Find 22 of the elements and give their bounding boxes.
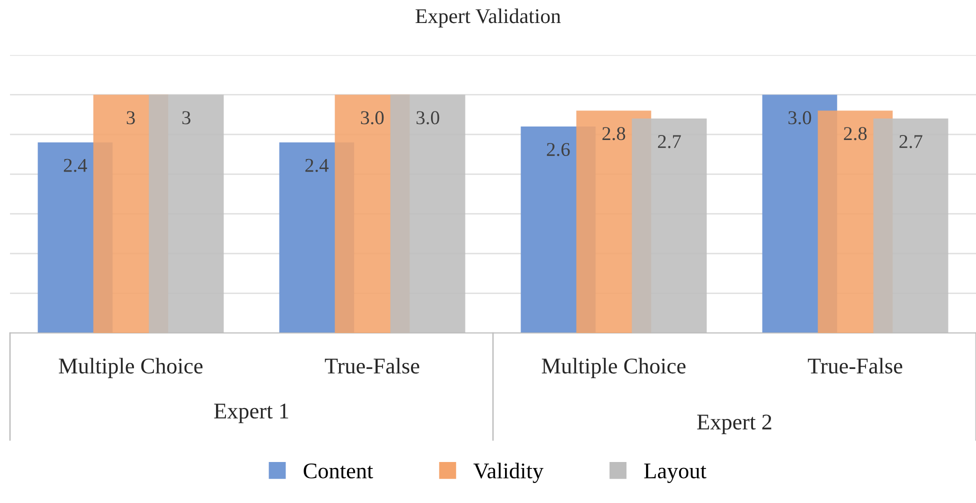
text: Expert 2: [697, 414, 772, 434]
data-label: 2.4: [64, 158, 88, 172]
data-label: 2.7: [658, 135, 681, 148]
x-tick-label: True-False: [808, 358, 902, 374]
x-tick-label: True-False: [324, 358, 420, 374]
data-label: 2.8: [602, 127, 626, 140]
text: Expert 1: [214, 404, 288, 424]
x-tick-label: Multiple Choice: [58, 358, 202, 378]
data-label: 2.6: [546, 142, 570, 156]
data-label: 3.0: [361, 111, 384, 124]
data-label: 2.4: [305, 158, 329, 172]
data-label: 2.8: [844, 127, 867, 140]
data-label: 3: [182, 111, 190, 124]
data-label: 3.0: [788, 111, 812, 124]
legend-label: Content: [304, 463, 374, 478]
legend-label: Layout: [644, 464, 706, 483]
data-label: 3: [126, 111, 135, 124]
legend-label: Validity: [473, 462, 544, 483]
data-label: 3.0: [416, 111, 440, 124]
x-tick-label: Multiple Choice: [542, 358, 686, 378]
data-label: 2.7: [899, 135, 922, 148]
chart-title: Expert Validation: [416, 8, 561, 28]
